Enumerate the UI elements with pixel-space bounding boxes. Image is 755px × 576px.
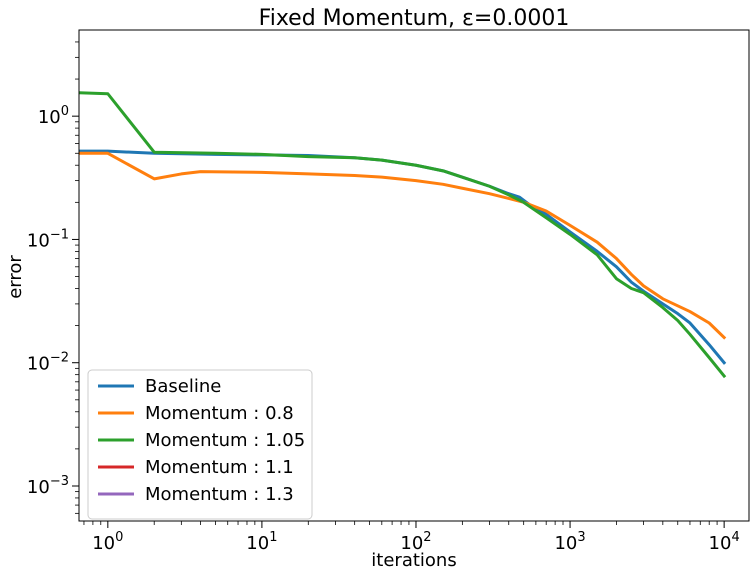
x-axis-label: iterations (371, 550, 456, 571)
series-group (79, 91, 727, 379)
series-line-2 (79, 91, 727, 379)
y-tick-label-0: 100 (38, 104, 69, 128)
legend: Baseline Momentum : 0.8 Momentum : 1.05 Mom… (87, 369, 313, 520)
x-tick-label-0: 100 (92, 530, 123, 554)
chart-title: Fixed Momentum, ε=0.0001 (259, 6, 570, 31)
legend-label-2: Momentum : 1.05 (145, 430, 305, 451)
plot-frame (78, 29, 750, 522)
y-tick-label-1: 10−1 (27, 227, 69, 251)
x-tick-label-3: 103 (554, 530, 585, 554)
plot-area: 100 101 102 103 104 100 10−1 10−2 10−3 (27, 29, 750, 554)
series-line-1 (79, 151, 727, 340)
y-tick-label-2: 10−2 (27, 351, 69, 375)
y-tick-label-3: 10−3 (27, 474, 69, 498)
legend-label-0: Baseline (145, 376, 221, 397)
legend-box (87, 369, 313, 520)
x-tick-label-2: 102 (400, 530, 431, 554)
x-tick-label-4: 104 (709, 530, 740, 554)
legend-label-3: Momentum : 1.1 (145, 457, 294, 478)
y-axis-label: error (5, 255, 26, 299)
legend-label-1: Momentum : 0.8 (145, 403, 294, 424)
legend-label-4: Momentum : 1.3 (145, 484, 294, 505)
x-tick-label-1: 101 (246, 530, 277, 554)
